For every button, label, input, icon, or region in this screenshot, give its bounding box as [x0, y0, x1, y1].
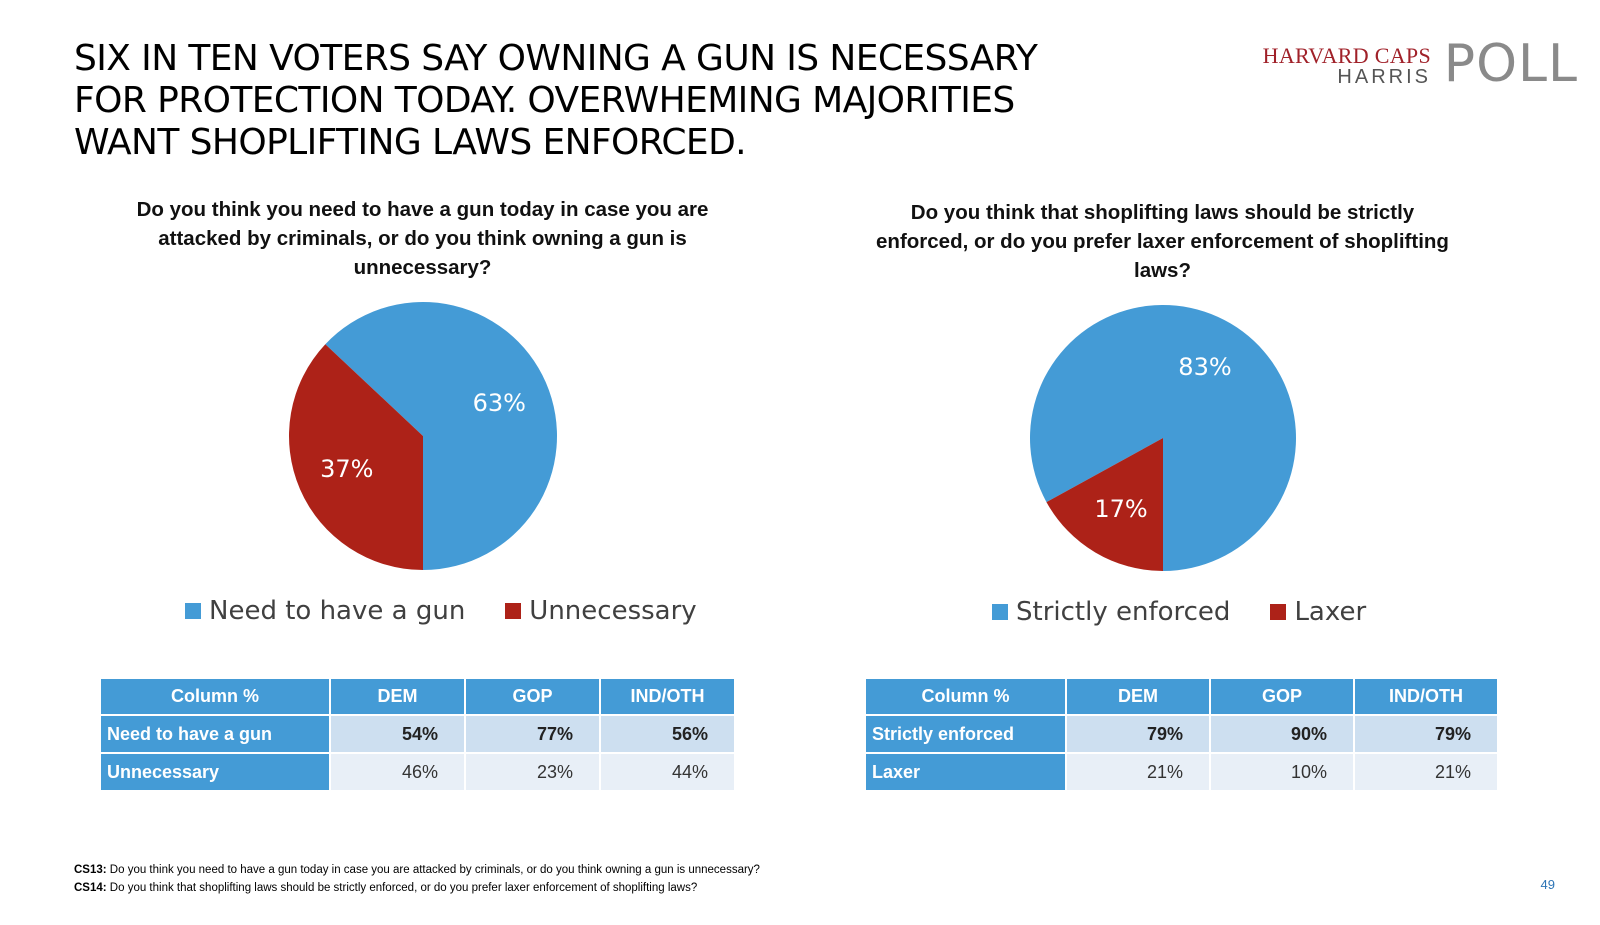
footnotes: CS13: Do you think you need to have a gu…: [74, 861, 760, 897]
legend-label: Laxer: [1294, 597, 1367, 627]
legend-swatch: [185, 603, 201, 619]
gun-pie-legend: Need to have a gun Unnecessary: [185, 596, 697, 626]
legend-item: Need to have a gun: [185, 596, 465, 626]
legend-label: Strictly enforced: [1016, 597, 1231, 627]
pie-data-label: 83%: [1178, 353, 1231, 381]
logo-line-2: HARRIS: [1337, 66, 1431, 88]
footnote-2: CS14: Do you think that shoplifting laws…: [74, 879, 760, 897]
table-row: Need to have a gun 54% 77% 56%: [101, 716, 734, 752]
table-row: Unnecessary 46% 23% 44%: [101, 754, 734, 790]
footnote-text: Do you think that shoplifting laws shoul…: [106, 882, 698, 894]
page-title: SIX IN TEN VOTERS SAY OWNING A GUN IS NE…: [74, 38, 1038, 163]
table-cell: 79%: [1355, 716, 1497, 752]
row-label: Laxer: [866, 754, 1065, 790]
legend-swatch: [505, 603, 522, 619]
gun-pie-chart: 63% 37%: [289, 302, 557, 570]
row-label: Unnecessary: [101, 754, 329, 790]
table-row: Laxer 21% 10% 21%: [866, 754, 1497, 790]
shoplifting-pie-chart: 83% 17%: [1030, 305, 1296, 571]
table-cell: 21%: [1355, 754, 1497, 790]
table-cell: 77%: [466, 716, 599, 752]
table-header: GOP: [1211, 679, 1353, 714]
table-cell: 23%: [466, 754, 599, 790]
legend-item: Unnecessary: [505, 596, 697, 626]
table-cell: 54%: [331, 716, 464, 752]
table-header: DEM: [331, 679, 464, 714]
table-cell: 10%: [1211, 754, 1353, 790]
table-cell: 90%: [1211, 716, 1353, 752]
footnote-1: CS13: Do you think you need to have a gu…: [74, 861, 760, 879]
pie-slice-unnecessary: [289, 344, 423, 570]
chart-2-question: Do you think that shoplifting laws shoul…: [876, 201, 1449, 282]
logo-line-1: HARVARD CAPS: [1262, 43, 1431, 68]
table-header: DEM: [1067, 679, 1209, 714]
pie-slice-need-to-have-a-gun: [325, 302, 557, 570]
logo-line-3: POLL: [1443, 34, 1578, 94]
table-row: Strictly enforced 79% 90% 79%: [866, 716, 1497, 752]
legend-swatch: [1270, 604, 1287, 620]
table-cell: 56%: [601, 716, 734, 752]
table-cell: 46%: [331, 754, 464, 790]
legend-item: Strictly enforced: [992, 597, 1230, 627]
table-header: Column %: [101, 679, 329, 714]
table-header: Column %: [866, 679, 1065, 714]
legend-label: Need to have a gun: [209, 596, 466, 626]
pie-data-label: 63%: [473, 389, 526, 417]
table-cell: 44%: [601, 754, 734, 790]
legend-item: Laxer: [1270, 597, 1366, 627]
footnote-text: Do you think you need to have a gun toda…: [106, 864, 760, 876]
row-label: Strictly enforced: [866, 716, 1065, 752]
shoplifting-party-table: Column % DEM GOP IND/OTH Strictly enforc…: [864, 677, 1499, 792]
table-cell: 21%: [1067, 754, 1209, 790]
table-header: IND/OTH: [1355, 679, 1497, 714]
pie-data-label: 37%: [320, 455, 373, 483]
shoplifting-pie-legend: Strictly enforced Laxer: [992, 597, 1366, 627]
footnote-code: CS14:: [74, 882, 107, 894]
chart-1-question: Do you think you need to have a gun toda…: [136, 198, 709, 279]
table-header: GOP: [466, 679, 599, 714]
gun-party-table: Column % DEM GOP IND/OTH Need to have a …: [99, 677, 736, 792]
row-label: Need to have a gun: [101, 716, 329, 752]
harvard-caps-harris-poll-logo: HARVARD CAPS HARRIS POLL: [1248, 34, 1578, 94]
footnote-code: CS13:: [74, 864, 107, 876]
page-number: 49: [1540, 877, 1555, 892]
legend-swatch: [992, 604, 1008, 620]
pie-slice-laxer: [1046, 438, 1163, 571]
legend-label: Unnecessary: [529, 596, 697, 626]
table-header: IND/OTH: [601, 679, 734, 714]
table-cell: 79%: [1067, 716, 1209, 752]
pie-data-label: 17%: [1094, 495, 1147, 523]
